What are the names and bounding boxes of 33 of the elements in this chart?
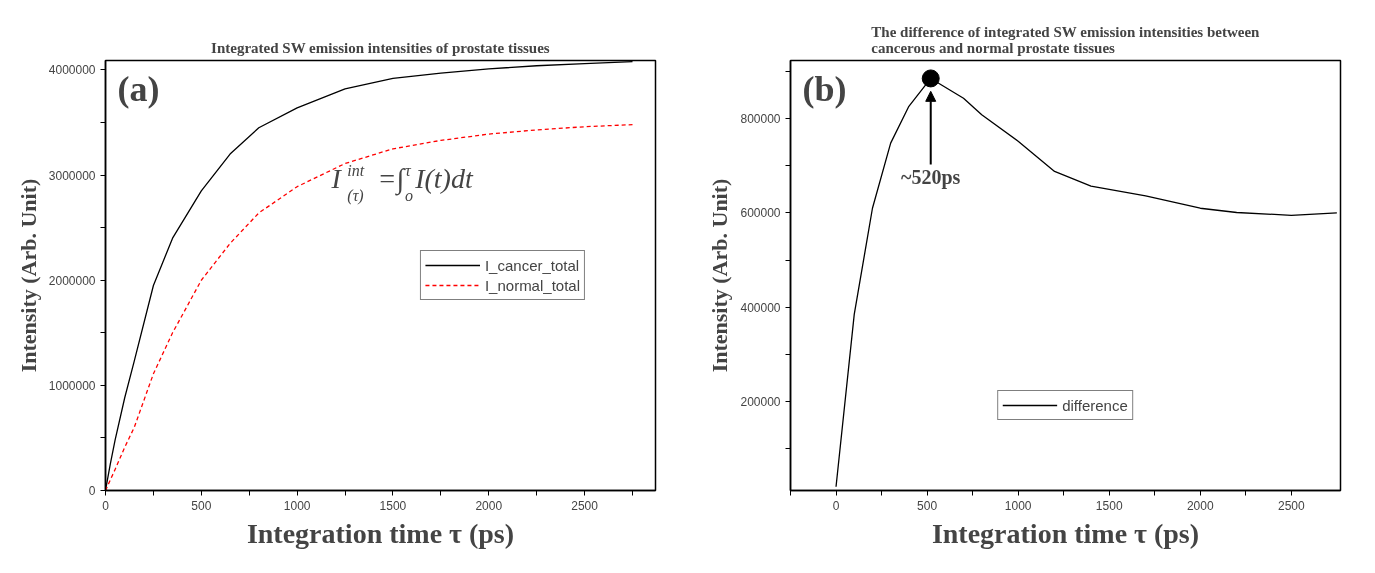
x-axis-title: Integration time τ (ps) (931, 517, 1200, 549)
legend-label: I_normal_total (484, 276, 580, 294)
chart-title: Integrated SW emission intensities of prostate tissues (211, 39, 550, 56)
x-tick-label: 0 (102, 498, 110, 513)
y-tick-label: 1000000 (48, 378, 96, 393)
x-tick-label: 1500 (379, 498, 407, 513)
x-tick-label: 0 (832, 498, 840, 513)
y-tick-label: 800000 (740, 112, 781, 127)
x-axis-title: Integration time τ (ps) (246, 517, 515, 549)
y-tick-label: 0 (88, 484, 96, 498)
y-axis-title: Intensity (Arb. Unit) (707, 178, 733, 373)
x-tick-label: 1000 (283, 498, 311, 513)
y-tick-label: 2000000 (48, 273, 96, 288)
y-tick-label: 600000 (740, 206, 781, 221)
x-tick-label: 2500 (571, 498, 599, 513)
y-tick-label: 3000000 (48, 168, 96, 183)
y-tick-label: 400000 (740, 300, 781, 315)
x-tick-label: 2000 (475, 498, 503, 513)
y-tick-label: 4000000 (48, 63, 96, 78)
legend-label: difference (1062, 396, 1128, 414)
annotation: (a) (117, 68, 160, 109)
x-tick-label: 2000 (1186, 498, 1214, 513)
x-tick-label: 500 (191, 498, 212, 513)
x-tick-label: 1000 (1004, 498, 1032, 513)
x-tick-label: 2500 (1277, 498, 1305, 513)
y-axis-title: Intensity (Arb. Unit) (15, 178, 41, 373)
y-tick-label: 200000 (740, 395, 781, 410)
x-tick-label: 500 (917, 498, 938, 513)
legend-label: I_cancer_total (484, 256, 580, 274)
x-tick-label: 1500 (1095, 498, 1123, 513)
annotation: ~520ps (901, 166, 961, 190)
annotation: (b) (802, 68, 847, 109)
chart-title: The difference of integrated SW emission intensities between cancerous and normal prostate tissues (871, 23, 1261, 56)
